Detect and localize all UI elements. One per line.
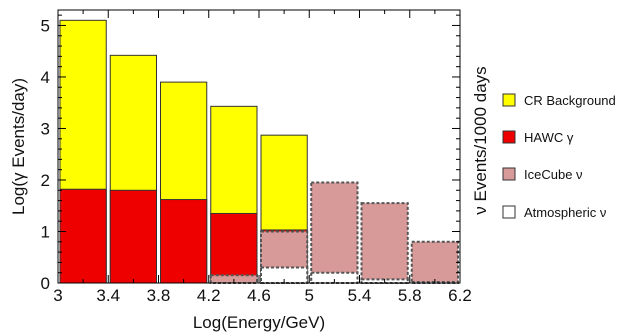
hawc-gamma-bar (160, 199, 208, 284)
y-tick-label: 4 (41, 68, 50, 87)
cr-background-legend-label: CR Background (524, 93, 616, 108)
y-tick-label: 3 (41, 119, 50, 138)
x-tick-label: 5.4 (348, 286, 372, 305)
y-tick-label: 0 (41, 274, 50, 293)
hawc-gamma-bar (210, 212, 258, 284)
y-axis-title: Log(γ Events/day) (9, 78, 28, 215)
legend: CR Background HAWC γ IceCube ν Atmospheric … (502, 93, 616, 220)
hawc-gamma-bar (59, 188, 107, 284)
x-axis-title: Log(Energy/GeV) (193, 313, 325, 332)
hawc-gamma-legend-swatch (502, 130, 516, 144)
x-tick-label: 6.2 (448, 286, 472, 305)
right-axis-title: ν Events/1000 days (471, 66, 490, 214)
icecube-nu-bar (310, 181, 359, 285)
atmospheric-nu-bar (310, 271, 359, 285)
bars-layer (59, 19, 459, 285)
x-tick-label: 3 (53, 286, 62, 305)
atmospheric-nu-bar (260, 266, 309, 285)
icecube-nu-bar (360, 202, 409, 284)
x-tick-label: 3.4 (96, 286, 120, 305)
hawc-gamma-legend-label: HAWC γ (524, 130, 574, 145)
x-tick-label: 4.2 (197, 286, 221, 305)
x-tick-label: 5 (305, 286, 314, 305)
cr-background-legend-swatch (502, 93, 516, 107)
x-tick-label: 5.8 (398, 286, 422, 305)
atmospheric-nu-legend-swatch (502, 205, 516, 219)
atmospheric-nu-legend-label: Atmospheric ν (524, 205, 606, 220)
icecube-nu-legend-label: IceCube ν (524, 167, 583, 182)
hawc-gamma-bar (109, 189, 157, 284)
icecube-nu-legend-swatch (502, 167, 516, 181)
y-tick-label: 5 (41, 16, 50, 35)
axes-layer: 3 3.4 3.8 4.2 4.6 5 5.4 5.8 6.2 0 1 2 3 4 5 (41, 9, 472, 305)
icecube-nu-bar (410, 240, 459, 284)
x-tick-label: 3.8 (147, 286, 171, 305)
y-tick-label: 2 (41, 171, 50, 190)
y-tick-label: 1 (41, 222, 50, 241)
x-tick-label: 4.6 (247, 286, 271, 305)
